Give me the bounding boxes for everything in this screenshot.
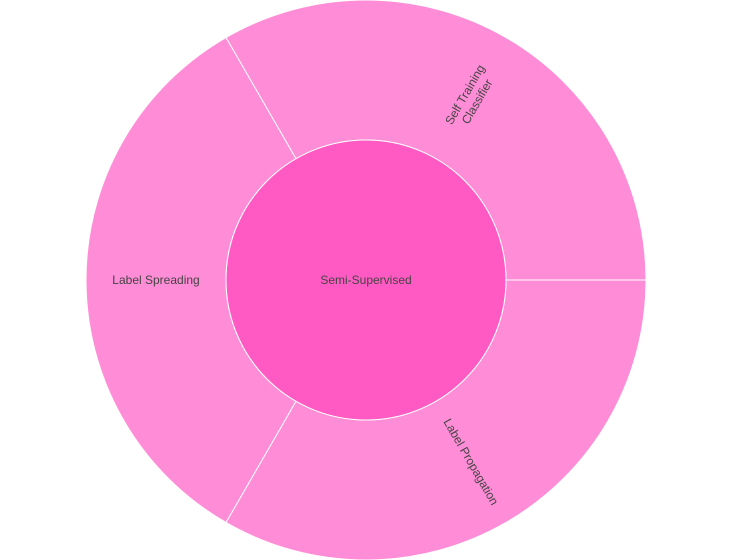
segment-label-label-spreading: Label Spreading [112, 273, 199, 287]
outer-ring [85, 0, 647, 560]
center-label: Semi-Supervised [320, 273, 411, 287]
center-disc-semi-supervised[interactable] [225, 139, 507, 421]
center-disc-group: Semi-Supervised [225, 139, 507, 421]
segment-label-line: Label Spreading [112, 273, 199, 287]
